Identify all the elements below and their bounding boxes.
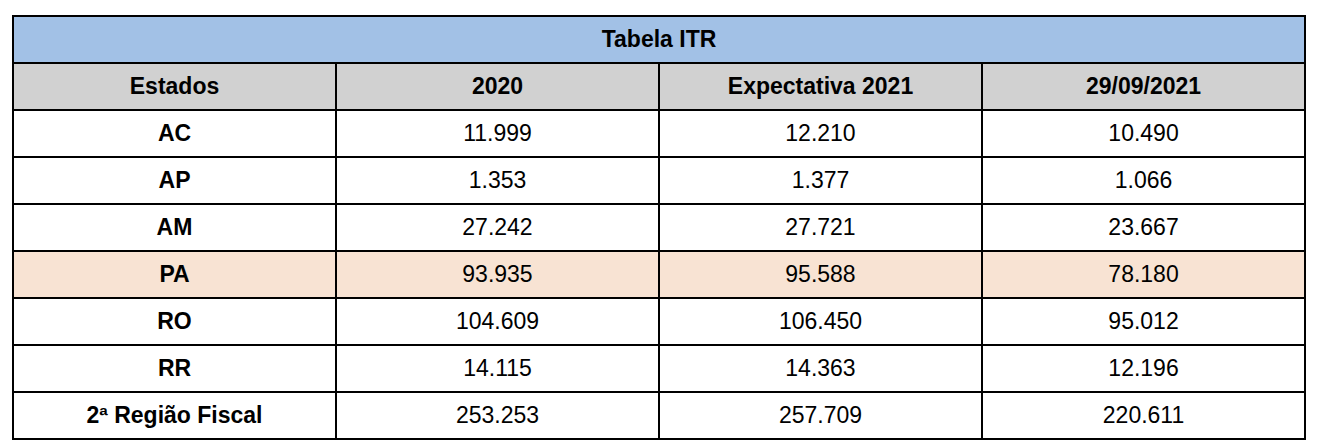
- value-cell-date: 23.667: [982, 204, 1305, 251]
- value-cell-expectativa: 27.721: [659, 204, 982, 251]
- table-title: Tabela ITR: [13, 16, 1305, 63]
- value-cell-date: 78.180: [982, 251, 1305, 298]
- title-row: Tabela ITR: [13, 16, 1305, 63]
- value-cell-date: 12.196: [982, 345, 1305, 392]
- header-row: Estados 2020 Expectativa 2021 29/09/2021: [13, 63, 1305, 110]
- table-row: RR 14.115 14.363 12.196: [13, 345, 1305, 392]
- column-header-2020: 2020: [336, 63, 659, 110]
- value-cell-expectativa: 12.210: [659, 110, 982, 157]
- itr-table-container: Tabela ITR Estados 2020 Expectativa 2021…: [12, 15, 1306, 440]
- table-row: AP 1.353 1.377 1.066: [13, 157, 1305, 204]
- table-row: AM 27.242 27.721 23.667: [13, 204, 1305, 251]
- column-header-date: 29/09/2021: [982, 63, 1305, 110]
- value-cell-date: 1.066: [982, 157, 1305, 204]
- state-cell: AC: [13, 110, 336, 157]
- state-cell: RR: [13, 345, 336, 392]
- total-label-cell: 2ª Região Fiscal: [13, 392, 336, 439]
- total-value-cell-expectativa: 257.709: [659, 392, 982, 439]
- state-cell: AM: [13, 204, 336, 251]
- table-row-highlighted: PA 93.935 95.588 78.180: [13, 251, 1305, 298]
- value-cell-2020: 93.935: [336, 251, 659, 298]
- state-cell: PA: [13, 251, 336, 298]
- value-cell-expectativa: 1.377: [659, 157, 982, 204]
- table-row: RO 104.609 106.450 95.012: [13, 298, 1305, 345]
- value-cell-expectativa: 95.588: [659, 251, 982, 298]
- value-cell-2020: 27.242: [336, 204, 659, 251]
- value-cell-2020: 11.999: [336, 110, 659, 157]
- value-cell-expectativa: 14.363: [659, 345, 982, 392]
- total-value-cell-2020: 253.253: [336, 392, 659, 439]
- state-cell: RO: [13, 298, 336, 345]
- total-row: 2ª Região Fiscal 253.253 257.709 220.611: [13, 392, 1305, 439]
- itr-table: Tabela ITR Estados 2020 Expectativa 2021…: [12, 15, 1306, 440]
- state-cell: AP: [13, 157, 336, 204]
- column-header-expectativa-2021: Expectativa 2021: [659, 63, 982, 110]
- value-cell-2020: 14.115: [336, 345, 659, 392]
- column-header-estados: Estados: [13, 63, 336, 110]
- value-cell-2020: 1.353: [336, 157, 659, 204]
- total-value-cell-date: 220.611: [982, 392, 1305, 439]
- value-cell-2020: 104.609: [336, 298, 659, 345]
- value-cell-date: 10.490: [982, 110, 1305, 157]
- value-cell-expectativa: 106.450: [659, 298, 982, 345]
- value-cell-date: 95.012: [982, 298, 1305, 345]
- table-row: AC 11.999 12.210 10.490: [13, 110, 1305, 157]
